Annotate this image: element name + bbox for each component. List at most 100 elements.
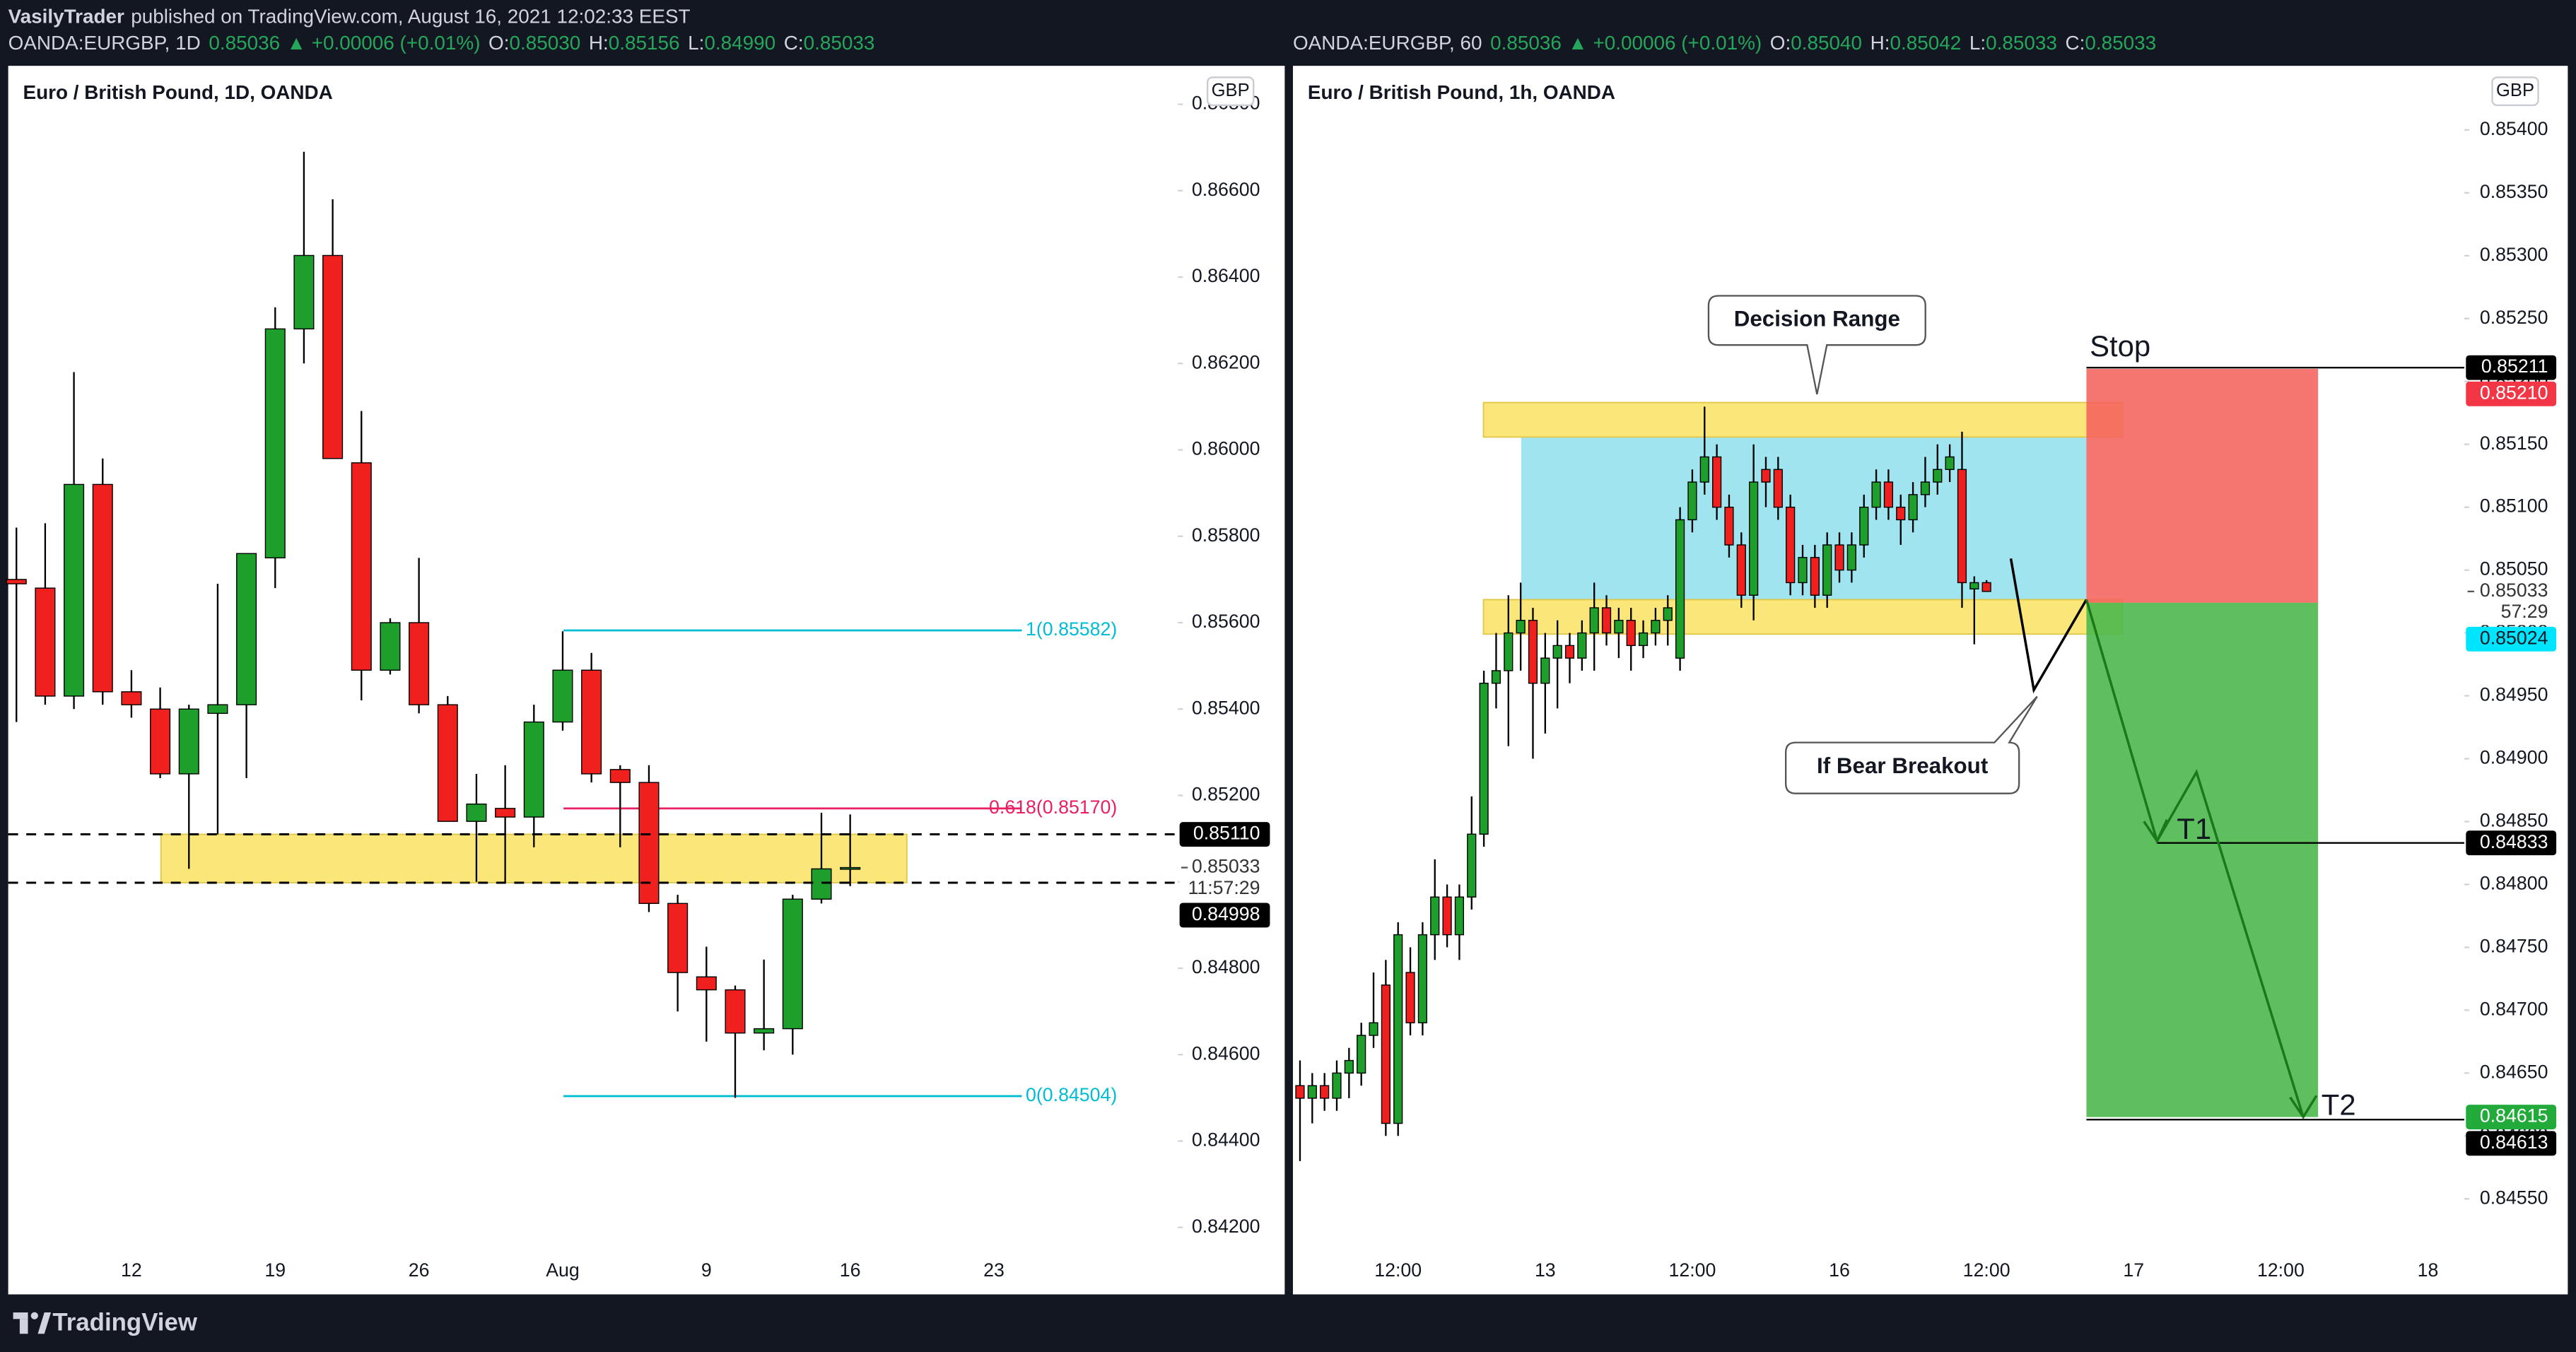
candle-body bbox=[1601, 607, 1612, 634]
candle-body bbox=[1307, 1085, 1317, 1099]
field-value: 0.85033 bbox=[1986, 32, 2057, 54]
price-tag-label: 0.85210 bbox=[2480, 382, 2548, 403]
candle-body bbox=[1859, 506, 1869, 546]
y-tick-label: 0.84900 bbox=[2480, 747, 2548, 768]
target-zone bbox=[2086, 602, 2319, 1117]
field-key: C: bbox=[784, 32, 804, 54]
right-pane bbox=[1292, 66, 2568, 1295]
publish-line: VasilyTrader published on TradingView.com… bbox=[8, 6, 691, 28]
candle-body bbox=[1479, 683, 1489, 835]
x-tick-label: 12 bbox=[121, 1259, 142, 1281]
stop-label: Stop bbox=[2090, 329, 2150, 363]
price-tag bbox=[1179, 903, 1270, 928]
candle-body bbox=[1675, 519, 1685, 659]
candle-body bbox=[1687, 481, 1697, 521]
field-value: 0.85156 bbox=[609, 32, 680, 54]
candle-body bbox=[696, 976, 717, 991]
price-tag bbox=[2466, 381, 2557, 406]
y-tick-label: 0.84800 bbox=[1192, 956, 1260, 977]
candle-body bbox=[1614, 620, 1624, 634]
candle-body bbox=[1773, 469, 1783, 508]
quote-line: OANDA:EURGBP, 60 0.85036 ▲ +0.00006 (+0.01… bbox=[1293, 32, 2156, 54]
candle-body bbox=[1357, 1035, 1366, 1074]
y-tick-label: 0.84950 bbox=[2480, 684, 2548, 705]
change: ▲ +0.00006 (+0.01%) bbox=[1568, 32, 1762, 54]
candle-body bbox=[1332, 1072, 1342, 1099]
candle-body bbox=[725, 989, 746, 1034]
price-tag bbox=[2466, 355, 2557, 380]
field-value: 0.85030 bbox=[509, 32, 580, 54]
candle-body bbox=[1320, 1085, 1330, 1099]
candle-body bbox=[409, 622, 430, 705]
price-tag-label: 0.84833 bbox=[2480, 831, 2548, 852]
candle-body bbox=[322, 254, 344, 459]
candle-body bbox=[1761, 469, 1771, 483]
x-tick-label: 12:00 bbox=[2257, 1259, 2305, 1281]
field-value: 0.85033 bbox=[2085, 32, 2156, 54]
candle-body bbox=[840, 866, 861, 870]
candle-body bbox=[1381, 984, 1391, 1124]
currency: GBP bbox=[1212, 81, 1250, 100]
y-tick-label: 0.85600 bbox=[1192, 611, 1260, 632]
candle-body bbox=[207, 704, 228, 715]
candle-body bbox=[1699, 456, 1709, 483]
price-tag bbox=[2466, 1105, 2557, 1130]
y-tick-label: 0.85150 bbox=[2480, 433, 2548, 454]
y-tick-label: 0.84550 bbox=[2480, 1187, 2548, 1208]
x-tick-label: 26 bbox=[409, 1259, 430, 1281]
currency: GBP bbox=[2496, 81, 2534, 100]
currency-box bbox=[1206, 76, 1255, 107]
last-price-box bbox=[2466, 579, 2557, 625]
price-tag bbox=[2466, 1131, 2557, 1156]
candle-body bbox=[1295, 1085, 1305, 1099]
candle-body bbox=[1933, 469, 1943, 483]
countdown: 11:57:29 bbox=[1188, 877, 1260, 898]
bottom-zone bbox=[1482, 599, 2124, 635]
candle-body bbox=[351, 462, 372, 671]
candle-body bbox=[1454, 896, 1465, 936]
field-value: 0.85040 bbox=[1791, 32, 1862, 54]
change: ▲ +0.00006 (+0.01%) bbox=[286, 32, 480, 54]
candle-body bbox=[150, 708, 171, 775]
candle-body bbox=[1516, 620, 1526, 634]
countdown: 57:29 bbox=[2501, 601, 2548, 622]
candle-body bbox=[1712, 456, 1722, 508]
y-tick-label: 0.84700 bbox=[2480, 998, 2548, 1019]
price-tag-label: 0.85024 bbox=[2480, 627, 2548, 648]
candle-body bbox=[1749, 481, 1759, 596]
candle-body bbox=[293, 254, 315, 330]
y-tick-label: 0.85350 bbox=[2480, 181, 2548, 202]
price-tag-label: 0.84613 bbox=[2480, 1131, 2548, 1153]
y-tick-label: 0.85100 bbox=[2480, 495, 2548, 517]
price-tag-label: 0.85110 bbox=[1193, 823, 1260, 844]
fib-label: 0.618(0.85170) bbox=[989, 796, 1117, 818]
symbol: OANDA:EURGBP, 1D bbox=[8, 32, 201, 54]
y-tick-label: 0.85300 bbox=[2480, 244, 2548, 265]
symbol: OANDA:EURGBP, 60 bbox=[1293, 32, 1482, 54]
callout-text: Decision Range bbox=[1734, 307, 1900, 331]
candle-body bbox=[1491, 670, 1501, 684]
top-zone bbox=[1482, 401, 2124, 438]
last: 0.85036 bbox=[209, 32, 280, 54]
candle-body bbox=[523, 721, 544, 818]
field-value: 0.85033 bbox=[804, 32, 875, 54]
brand: TradingView bbox=[52, 1309, 198, 1336]
candle-body bbox=[121, 691, 142, 705]
logo-part bbox=[37, 1312, 52, 1334]
chart-title: Euro / British Pound, 1D, OANDA bbox=[23, 81, 333, 103]
candle-body bbox=[178, 708, 199, 775]
field-value: 0.84990 bbox=[704, 32, 775, 54]
candle-body bbox=[1393, 934, 1403, 1124]
x-tick-label: 12:00 bbox=[1668, 1259, 1716, 1281]
annotations: Decision Range If Bear Breakout Stop T1 … bbox=[8, 6, 2356, 1336]
y-tick-label: 0.84400 bbox=[1192, 1129, 1260, 1151]
field-key: C: bbox=[2065, 32, 2085, 54]
y-tick-label: 0.85400 bbox=[2480, 118, 2548, 139]
candle-body bbox=[1883, 481, 1894, 508]
arrow-head bbox=[2289, 1095, 2318, 1119]
fib-label: 0(0.84504) bbox=[1026, 1084, 1117, 1105]
x-tick-label: Aug bbox=[546, 1259, 580, 1281]
candle-body bbox=[495, 808, 516, 818]
field-key: O: bbox=[488, 32, 509, 54]
